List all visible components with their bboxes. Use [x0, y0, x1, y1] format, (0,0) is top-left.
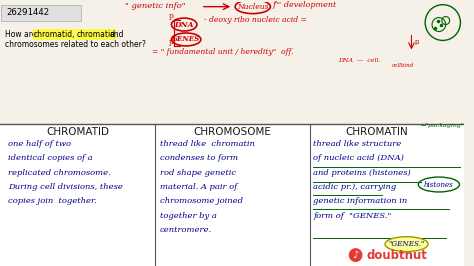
Text: histones: histones: [424, 181, 454, 189]
Circle shape: [349, 248, 363, 262]
Text: chromosomes related to each other?: chromosomes related to each other?: [5, 40, 146, 49]
Ellipse shape: [385, 237, 428, 252]
Text: = " fundamental unit / heredity"  off.: = " fundamental unit / heredity" off.: [152, 48, 293, 56]
Text: Nucleus: Nucleus: [237, 3, 268, 11]
Text: chromatid: chromatid: [76, 30, 116, 39]
Text: cellbind: cellbind: [392, 63, 414, 68]
Text: " genetic info": " genetic info": [126, 2, 186, 10]
Text: ←"packaging": ←"packaging": [421, 123, 465, 128]
Text: rod shape genetic: rod shape genetic: [160, 169, 236, 177]
Text: together by a: together by a: [160, 212, 217, 220]
Text: DNA  —  cell.: DNA — cell.: [338, 58, 381, 63]
Text: - deoxy ribo nucleic acid =: - deoxy ribo nucleic acid =: [204, 16, 307, 24]
Text: CHROMATIN: CHROMATIN: [346, 127, 409, 137]
Text: chromosome joined: chromosome joined: [160, 197, 243, 205]
Bar: [0, 2, 465, 124]
Text: of nucleic acid (DNA): of nucleic acid (DNA): [313, 154, 404, 162]
Text: material. A pair of: material. A pair of: [160, 183, 237, 191]
Bar: [0, 124, 465, 266]
Text: p: p: [168, 12, 173, 20]
Text: and: and: [109, 30, 124, 39]
Text: p: p: [414, 39, 419, 45]
Text: one half of two: one half of two: [8, 140, 71, 148]
Text: GENES: GENES: [172, 35, 200, 43]
Text: doubtnut: doubtnut: [366, 248, 427, 261]
Text: centromere.: centromere.: [160, 226, 212, 234]
Text: During cell divisions, these: During cell divisions, these: [8, 183, 123, 191]
Text: form of  "GENES.": form of "GENES.": [313, 212, 392, 220]
Text: 26291442: 26291442: [6, 8, 49, 17]
Text: copies join  together.: copies join together.: [8, 197, 97, 205]
Text: "GENES.": "GENES.": [388, 240, 425, 248]
Text: condenses to form: condenses to form: [160, 154, 238, 162]
Text: How are: How are: [5, 30, 39, 39]
Text: ♪: ♪: [353, 250, 359, 260]
Text: fⁿᵉ development: fⁿᵉ development: [273, 1, 337, 9]
Text: thread like structure: thread like structure: [313, 140, 402, 148]
Text: acidic pr.), carrying: acidic pr.), carrying: [313, 183, 397, 191]
Text: chromatid,: chromatid,: [33, 30, 75, 39]
FancyBboxPatch shape: [1, 5, 82, 20]
Text: CHROMOSOME: CHROMOSOME: [193, 127, 271, 137]
Text: and proteins (histones): and proteins (histones): [313, 169, 411, 177]
Text: p: p: [168, 38, 173, 47]
Text: genetic information in: genetic information in: [313, 197, 408, 205]
Text: replicated chromosome.: replicated chromosome.: [8, 169, 110, 177]
Text: DNA: DNA: [174, 20, 194, 28]
Text: identical copies of a: identical copies of a: [8, 154, 92, 162]
Text: CHROMATID: CHROMATID: [46, 127, 109, 137]
Text: thread like  chromatin: thread like chromatin: [160, 140, 255, 148]
